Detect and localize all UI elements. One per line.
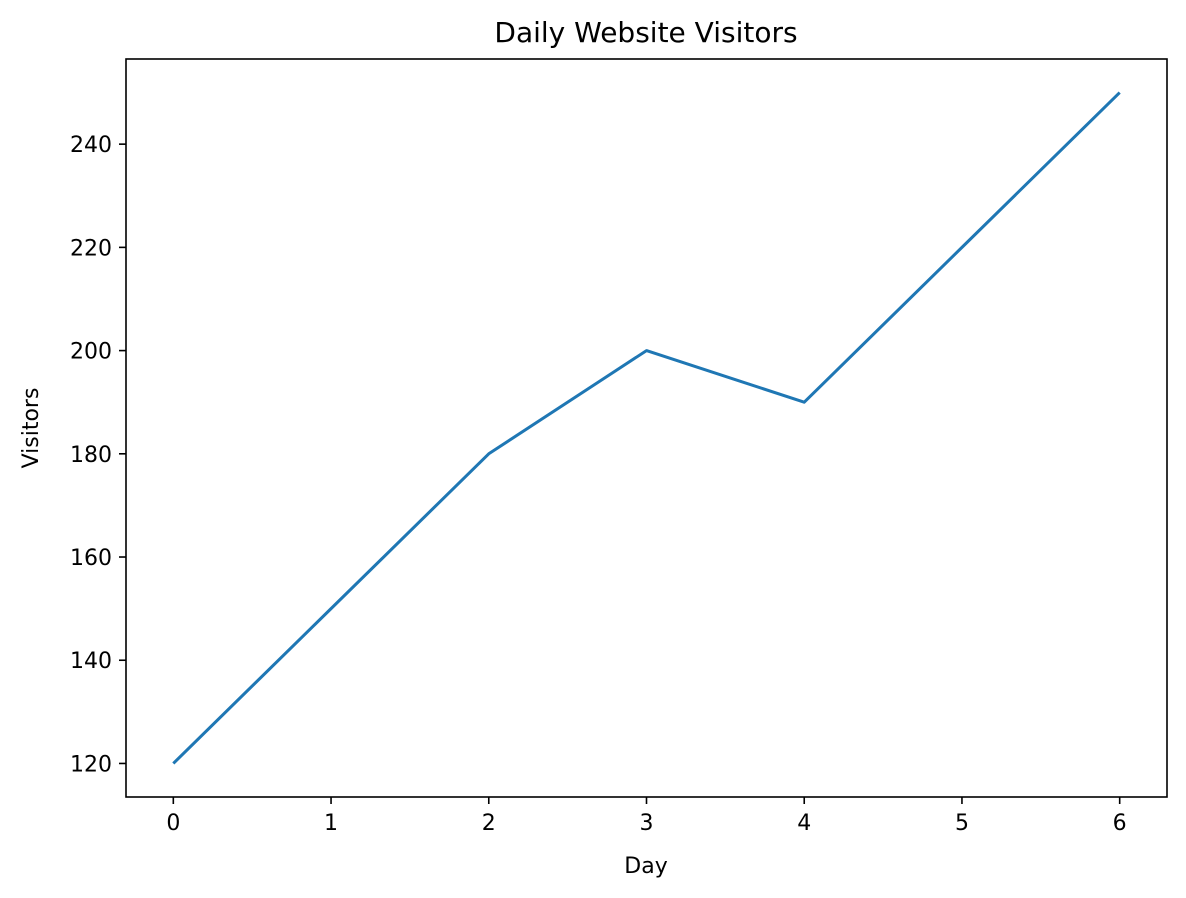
y-tick-label: 200 <box>70 340 112 365</box>
y-tick-label: 120 <box>70 752 112 777</box>
x-tick-label: 1 <box>324 811 338 836</box>
x-tick-label: 5 <box>955 811 969 836</box>
chart-title: Daily Website Visitors <box>494 16 797 49</box>
x-tick-label: 0 <box>166 811 180 836</box>
series-line-0 <box>172 91 1121 765</box>
y-tick-label: 180 <box>70 443 112 468</box>
series-layer <box>172 91 1121 765</box>
x-tick-label: 4 <box>797 811 811 836</box>
x-tick-label: 2 <box>482 811 496 836</box>
y-axis-label: Visitors <box>19 388 44 469</box>
y-tick-label: 160 <box>70 546 112 571</box>
x-tick-label: 3 <box>640 811 654 836</box>
y-tick-label: 220 <box>70 236 112 261</box>
x-axis-label: Day <box>624 854 667 879</box>
axes-frame <box>125 58 1168 798</box>
y-tick-label: 240 <box>70 133 112 158</box>
x-axis-ticks: 0 1 2 3 4 5 6 <box>166 797 1127 836</box>
y-axis-ticks: 120 140 160 180 200 220 240 <box>70 133 126 777</box>
x-tick-label: 6 <box>1113 811 1127 836</box>
y-tick-label: 140 <box>70 649 112 674</box>
